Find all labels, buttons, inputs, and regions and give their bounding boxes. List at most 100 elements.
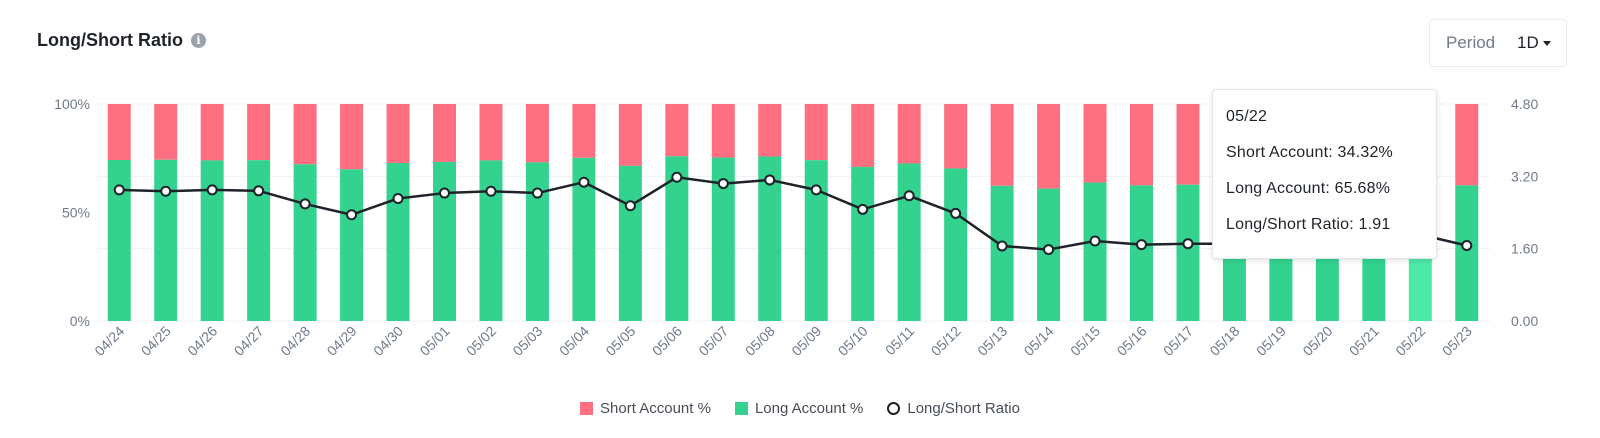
bar-short: [293, 104, 317, 165]
ratio-point: [206, 184, 218, 196]
bar-long: [293, 164, 317, 321]
ratio-point: [950, 207, 962, 219]
legend-short[interactable]: Short Account %: [580, 400, 711, 417]
ratio-point: [160, 185, 172, 197]
period-selector[interactable]: Period 1D: [1429, 19, 1567, 67]
bar-short: [711, 104, 735, 158]
legend-long-label: Long Account %: [754, 400, 864, 417]
y-left-tick-label: 0%: [70, 313, 90, 329]
bar-short: [1176, 104, 1200, 185]
bar-short: [1037, 104, 1061, 189]
bar-short: [340, 104, 364, 170]
chart-title: Long/Short Ratio i: [37, 30, 206, 51]
x-tick-label: 05/22: [1392, 323, 1428, 359]
legend-long[interactable]: Long Account %: [734, 400, 864, 417]
bar-short: [247, 104, 271, 161]
bar-long: [340, 169, 364, 321]
x-tick-label: 04/29: [324, 323, 360, 359]
period-dropdown[interactable]: 1D: [1517, 33, 1551, 53]
info-icon[interactable]: i: [190, 33, 206, 48]
ratio-point: [810, 184, 822, 196]
x-tick-label: 05/14: [1021, 323, 1057, 359]
tooltip-long: Long Account: 65.68%: [1226, 180, 1391, 197]
bar-long: [804, 160, 828, 321]
x-tick-label: 05/01: [417, 323, 453, 359]
bar-short: [665, 104, 689, 157]
bar-short: [804, 104, 828, 161]
bar-short: [851, 104, 875, 167]
ratio-point: [578, 176, 590, 188]
ratio-point: [1043, 244, 1055, 256]
bar-short: [200, 104, 224, 161]
bar-short: [1455, 104, 1479, 186]
ratio-point: [113, 184, 125, 196]
x-tick-label: 05/08: [742, 323, 778, 359]
bar-long: [572, 157, 596, 321]
bar-long: [990, 185, 1014, 321]
bar-short: [107, 104, 131, 160]
bar-short: [386, 104, 410, 164]
x-tick-label: 05/16: [1114, 323, 1150, 359]
x-tick-label: 04/27: [231, 323, 267, 359]
x-tick-label: 04/25: [138, 323, 174, 359]
ratio-point: [439, 187, 450, 199]
bar-long: [479, 160, 503, 321]
x-tick-label: 04/26: [184, 323, 220, 359]
bar-short: [572, 104, 596, 158]
x-tick-label: 05/17: [1160, 323, 1196, 359]
y-right-tick-label: 1.60: [1511, 241, 1538, 257]
bar-long: [758, 156, 782, 321]
ratio-point: [299, 198, 311, 210]
period-label: Period: [1446, 33, 1496, 52]
y-right-tick-label: 3.20: [1511, 168, 1538, 184]
x-tick-label: 05/03: [509, 323, 545, 359]
y-right-tick-label: 4.80: [1511, 96, 1538, 112]
bar-long: [1083, 182, 1107, 321]
x-tick-label: 05/20: [1299, 323, 1335, 359]
tooltip-short: Short Account: 34.32%: [1226, 144, 1393, 161]
x-tick-label: 05/06: [649, 323, 685, 359]
period-value: 1D: [1517, 33, 1539, 52]
x-tick-label: 05/07: [695, 323, 731, 359]
bar-short: [525, 104, 549, 163]
x-tick-label: 05/10: [835, 323, 871, 359]
legend-ratio[interactable]: Long/Short Ratio: [887, 400, 1020, 417]
bar-short: [154, 104, 178, 160]
bar-long: [618, 165, 642, 321]
chart-tooltip: 05/22 Short Account: 34.32% Long Account…: [1212, 89, 1437, 259]
bar-long: [433, 161, 456, 321]
x-tick-label: 05/09: [788, 323, 824, 359]
tooltip-date: 05/22: [1226, 108, 1268, 125]
x-tick-label: 05/15: [1067, 323, 1103, 359]
bar-long: [200, 160, 224, 321]
bar-long: [711, 157, 735, 321]
bar-long: [1455, 185, 1479, 321]
bar-short: [944, 104, 968, 169]
bar-short: [479, 104, 503, 161]
x-tick-label: 05/19: [1253, 323, 1289, 359]
bar-short: [433, 104, 456, 162]
bar-short: [897, 104, 921, 164]
bar-long: [665, 156, 689, 321]
x-tick-label: 05/05: [602, 323, 638, 359]
tooltip-ratio: Long/Short Ratio: 1.91: [1226, 216, 1391, 233]
chart-title-text: Long/Short Ratio: [37, 30, 183, 50]
x-tick-label: 05/02: [463, 323, 499, 359]
bar-short: [758, 104, 782, 157]
ratio-point: [1136, 239, 1147, 251]
legend-short-label: Short Account %: [600, 400, 711, 417]
y-right-tick-label: 0.00: [1511, 313, 1538, 329]
ratio-point: [392, 192, 404, 204]
x-tick-label: 05/04: [556, 323, 592, 359]
legend-ratio-marker: [887, 402, 901, 415]
ratio-point: [857, 203, 869, 215]
x-tick-label: 04/28: [277, 323, 313, 359]
bar-short: [1083, 104, 1107, 183]
ratio-point: [485, 185, 497, 197]
ratio-point: [1089, 235, 1101, 247]
y-left-tick-label: 50%: [62, 205, 90, 221]
ratio-point: [531, 187, 543, 199]
bar-long: [1176, 184, 1200, 321]
chevron-down-icon: [1542, 40, 1551, 46]
chart-legend: Short Account % Long Account % Long/Shor…: [0, 400, 1600, 417]
